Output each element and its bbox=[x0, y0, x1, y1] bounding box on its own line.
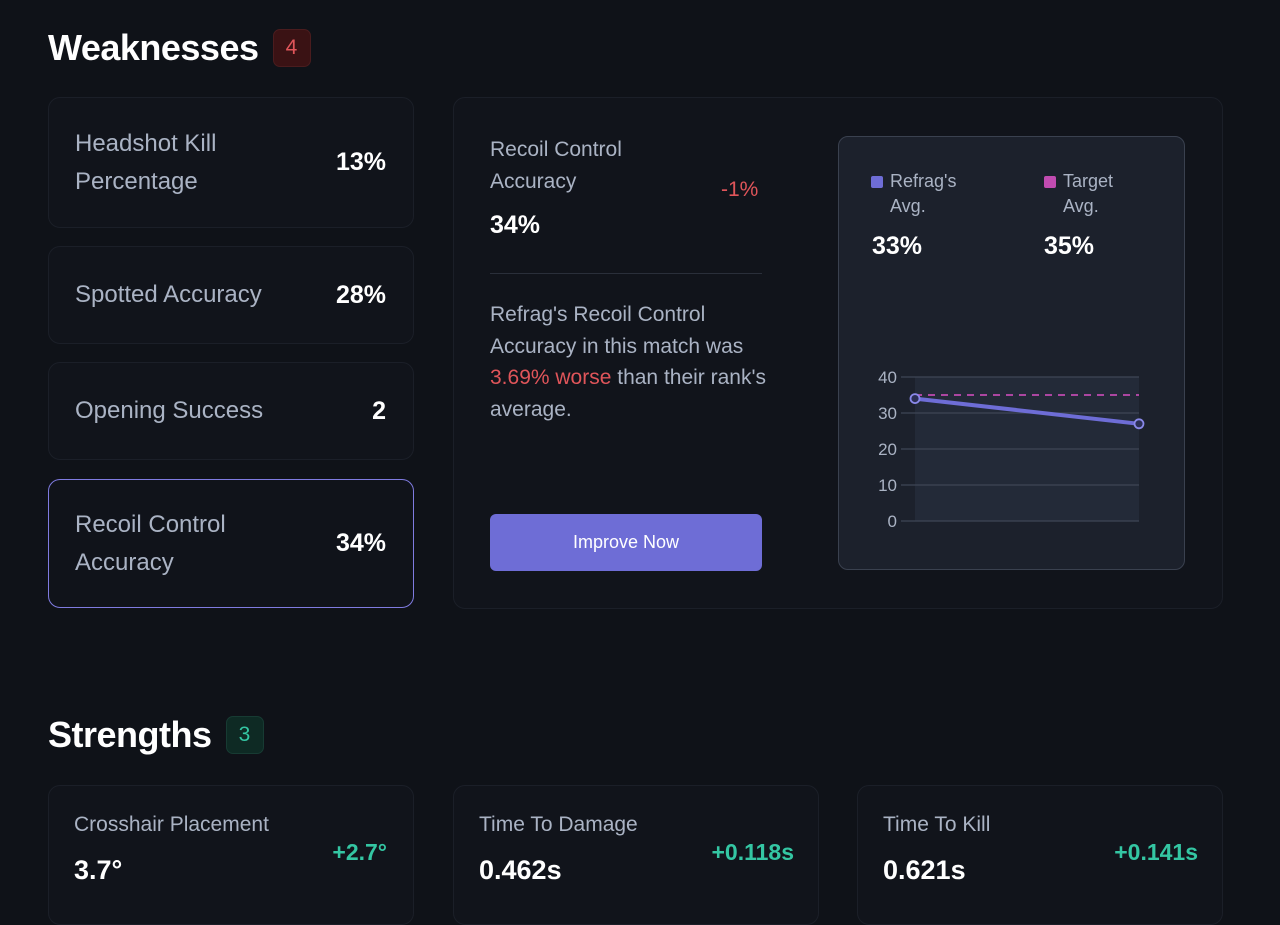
data-point bbox=[1133, 418, 1145, 430]
weaknesses-title: Weaknesses bbox=[48, 27, 259, 68]
strength-card-crosshair[interactable]: Crosshair Placement 3.7° +2.7° bbox=[48, 785, 414, 925]
series-line bbox=[914, 396, 1140, 426]
chart-card: Refrag's Avg. 33% Target Avg. 35% 40 30 20… bbox=[838, 136, 1185, 570]
metric-value: 2 bbox=[372, 396, 386, 425]
weakness-card-opening-success[interactable]: Opening Success 2 bbox=[48, 362, 414, 460]
detail-delta: -1% bbox=[721, 178, 759, 201]
weakness-card-headshot[interactable]: Headshot Kill Percentage 13% bbox=[48, 97, 414, 228]
metric-label: Recoil Control Accuracy bbox=[75, 510, 226, 576]
desc-text-end: than their rank's average. bbox=[490, 366, 766, 421]
strength-card-time-to-damage[interactable]: Time To Damage 0.462s +0.118s bbox=[453, 785, 819, 925]
y-tick-label: 0 bbox=[888, 512, 897, 531]
weaknesses-header: Weaknesses 4 bbox=[48, 27, 311, 69]
legend-target-value: 35% bbox=[1044, 232, 1095, 260]
y-tick-label: 40 bbox=[878, 368, 897, 387]
legend-player-value: 33% bbox=[872, 232, 923, 260]
weakness-card-recoil-control[interactable]: Recoil Control Accuracy 34% bbox=[48, 479, 414, 608]
desc-highlight: 3.69% worse bbox=[490, 366, 612, 389]
strength-value: 0.621s bbox=[883, 855, 966, 885]
strength-label: Time To Kill bbox=[883, 813, 991, 836]
detail-title: Recoil Control Accuracy bbox=[490, 138, 622, 193]
weakness-card-spotted-accuracy[interactable]: Spotted Accuracy 28% bbox=[48, 246, 414, 344]
legend-player: Refrag's Avg. bbox=[871, 169, 970, 219]
strengths-count-badge: 3 bbox=[225, 716, 264, 754]
detail-value: 34% bbox=[490, 211, 541, 239]
weaknesses-count-badge: 4 bbox=[272, 29, 311, 67]
y-tick-label: 10 bbox=[878, 476, 897, 495]
legend-target-label: Target Avg. bbox=[1063, 171, 1114, 216]
y-tick-label: 20 bbox=[878, 440, 897, 459]
strength-delta: +0.118s bbox=[711, 839, 794, 865]
strengths-header: Strengths 3 bbox=[48, 714, 264, 756]
desc-text: Refrag's Recoil Control Accuracy in this… bbox=[490, 303, 744, 358]
strength-label: Crosshair Placement bbox=[74, 813, 269, 836]
metric-value: 13% bbox=[335, 148, 386, 176]
strength-label: Time To Damage bbox=[479, 813, 638, 836]
y-tick-label: 30 bbox=[878, 404, 897, 423]
strengths-title: Strengths bbox=[48, 714, 212, 755]
legend-swatch-player bbox=[871, 176, 883, 188]
metric-value: 34% bbox=[335, 529, 386, 557]
legend-swatch-target bbox=[1044, 176, 1056, 188]
metric-label: Spotted Accuracy bbox=[75, 281, 262, 308]
strength-delta: +0.141s bbox=[1114, 839, 1198, 865]
strength-value: 3.7° bbox=[74, 855, 123, 885]
improve-now-button[interactable]: Improve Now bbox=[490, 514, 762, 571]
metric-label: Headshot Kill Percentage bbox=[75, 129, 217, 195]
legend-player-label: Refrag's Avg. bbox=[890, 171, 957, 216]
metric-label: Opening Success bbox=[75, 397, 264, 424]
metric-value: 28% bbox=[335, 280, 386, 309]
strength-card-time-to-kill[interactable]: Time To Kill 0.621s +0.141s bbox=[857, 785, 1223, 925]
legend-target: Target Avg. bbox=[1044, 169, 1133, 219]
detail-divider bbox=[490, 273, 762, 274]
data-point bbox=[909, 393, 921, 405]
line-chart: 40 30 20 10 0 bbox=[878, 368, 1145, 531]
strength-value: 0.462s bbox=[479, 855, 562, 885]
detail-description: Refrag's Recoil Control Accuracy in this… bbox=[490, 299, 770, 425]
strength-delta: +2.7° bbox=[332, 839, 387, 865]
